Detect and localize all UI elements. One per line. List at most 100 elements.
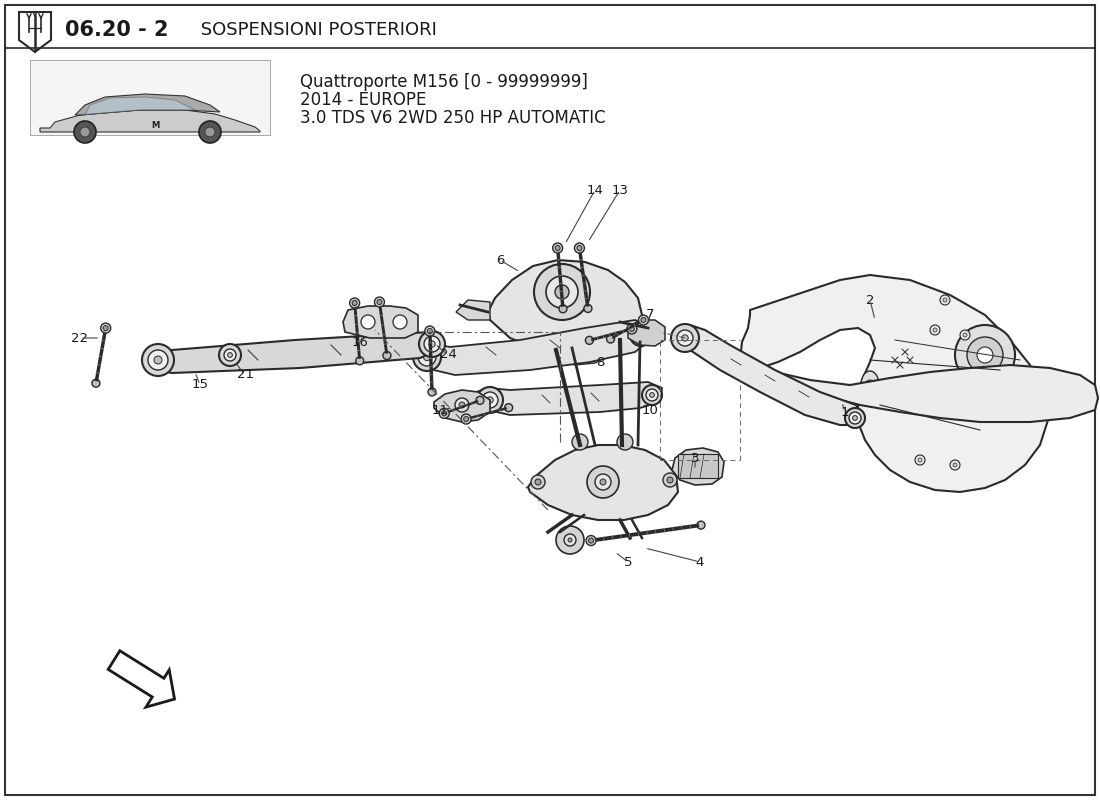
Text: 2014 - EUROPE: 2014 - EUROPE bbox=[300, 91, 427, 109]
Circle shape bbox=[455, 398, 469, 412]
Text: 2: 2 bbox=[866, 294, 874, 306]
Text: Quattroporte M156 [0 - 99999999]: Quattroporte M156 [0 - 99999999] bbox=[300, 73, 587, 91]
Circle shape bbox=[463, 417, 469, 422]
Circle shape bbox=[940, 295, 950, 305]
Circle shape bbox=[629, 326, 635, 331]
Circle shape bbox=[953, 463, 957, 467]
Polygon shape bbox=[412, 320, 650, 375]
Text: M: M bbox=[151, 121, 160, 130]
Circle shape bbox=[584, 305, 592, 313]
Bar bbox=[678, 454, 718, 478]
Text: 15: 15 bbox=[191, 378, 209, 391]
Circle shape bbox=[943, 298, 947, 302]
Circle shape bbox=[487, 397, 493, 403]
Circle shape bbox=[559, 305, 566, 313]
Circle shape bbox=[606, 335, 615, 343]
Circle shape bbox=[960, 330, 970, 340]
Circle shape bbox=[671, 324, 698, 352]
Circle shape bbox=[505, 404, 513, 412]
Text: 3: 3 bbox=[691, 451, 700, 465]
Circle shape bbox=[552, 243, 563, 253]
Polygon shape bbox=[488, 260, 642, 352]
Circle shape bbox=[374, 297, 384, 307]
Circle shape bbox=[933, 328, 937, 332]
Circle shape bbox=[595, 474, 610, 490]
Circle shape bbox=[663, 473, 676, 487]
Circle shape bbox=[667, 477, 673, 483]
Circle shape bbox=[915, 455, 925, 465]
Polygon shape bbox=[672, 448, 724, 485]
Polygon shape bbox=[75, 94, 220, 115]
Circle shape bbox=[103, 326, 108, 330]
Text: 10: 10 bbox=[641, 403, 659, 417]
Circle shape bbox=[148, 350, 168, 370]
Text: 06.20 - 2: 06.20 - 2 bbox=[65, 20, 168, 40]
Circle shape bbox=[428, 329, 432, 334]
Circle shape bbox=[852, 416, 857, 421]
Text: 11: 11 bbox=[431, 403, 449, 417]
Circle shape bbox=[556, 526, 584, 554]
Polygon shape bbox=[456, 300, 490, 320]
Polygon shape bbox=[19, 12, 51, 52]
Circle shape bbox=[641, 318, 646, 322]
Circle shape bbox=[477, 387, 503, 413]
Circle shape bbox=[865, 380, 874, 390]
Circle shape bbox=[630, 324, 652, 346]
Circle shape bbox=[650, 393, 654, 398]
Text: 16: 16 bbox=[352, 335, 368, 349]
Polygon shape bbox=[108, 650, 175, 707]
Polygon shape bbox=[476, 382, 662, 415]
Circle shape bbox=[534, 264, 590, 320]
Circle shape bbox=[424, 354, 430, 361]
Circle shape bbox=[587, 466, 619, 498]
Circle shape bbox=[574, 243, 584, 253]
Circle shape bbox=[92, 379, 100, 387]
Circle shape bbox=[676, 330, 693, 346]
Circle shape bbox=[482, 392, 498, 408]
Circle shape bbox=[955, 325, 1015, 385]
Circle shape bbox=[101, 323, 111, 333]
Text: 22: 22 bbox=[72, 331, 88, 345]
Circle shape bbox=[429, 341, 436, 347]
Circle shape bbox=[556, 285, 569, 299]
Text: 3.0 TDS V6 2WD 250 HP AUTOMATIC: 3.0 TDS V6 2WD 250 HP AUTOMATIC bbox=[300, 109, 606, 127]
Circle shape bbox=[74, 121, 96, 143]
Circle shape bbox=[439, 408, 449, 418]
Circle shape bbox=[642, 385, 662, 405]
Circle shape bbox=[962, 333, 967, 337]
Circle shape bbox=[142, 344, 174, 376]
Circle shape bbox=[228, 353, 232, 358]
Circle shape bbox=[377, 299, 382, 305]
Circle shape bbox=[361, 315, 375, 329]
Circle shape bbox=[393, 315, 407, 329]
Circle shape bbox=[845, 408, 865, 428]
Text: 4: 4 bbox=[696, 555, 704, 569]
Polygon shape bbox=[528, 445, 678, 520]
Text: 6: 6 bbox=[496, 254, 504, 266]
Circle shape bbox=[535, 479, 541, 485]
Polygon shape bbox=[755, 360, 1098, 422]
Polygon shape bbox=[682, 325, 862, 425]
Circle shape bbox=[627, 324, 637, 334]
Circle shape bbox=[697, 521, 705, 529]
Circle shape bbox=[950, 460, 960, 470]
Text: 13: 13 bbox=[612, 183, 628, 197]
Text: 8: 8 bbox=[596, 355, 604, 369]
Circle shape bbox=[383, 351, 390, 359]
Circle shape bbox=[199, 121, 221, 143]
Text: 24: 24 bbox=[440, 349, 456, 362]
Circle shape bbox=[638, 315, 649, 325]
Circle shape bbox=[564, 534, 576, 546]
Polygon shape bbox=[540, 338, 618, 365]
Text: 7: 7 bbox=[646, 309, 654, 322]
Circle shape bbox=[918, 458, 922, 462]
Circle shape bbox=[568, 538, 572, 542]
Circle shape bbox=[459, 402, 465, 408]
Circle shape bbox=[476, 396, 484, 404]
Polygon shape bbox=[343, 306, 418, 338]
Text: 5: 5 bbox=[624, 555, 632, 569]
Circle shape bbox=[588, 538, 594, 543]
Circle shape bbox=[352, 301, 358, 306]
Circle shape bbox=[600, 479, 606, 485]
Circle shape bbox=[638, 332, 644, 338]
